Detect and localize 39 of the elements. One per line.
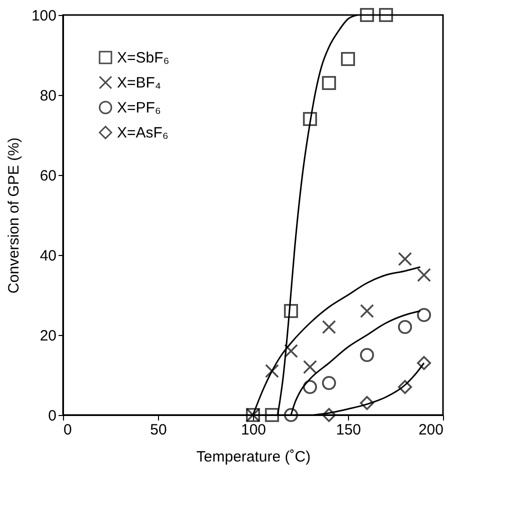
legend-label: X=SbF₆ xyxy=(117,50,170,66)
legend-label: X=PF₆ xyxy=(117,100,161,116)
point xyxy=(284,304,298,318)
y-tick-label: 100 xyxy=(31,8,56,24)
point xyxy=(340,52,356,66)
x-tick-label: 200 xyxy=(418,422,444,438)
point xyxy=(398,252,412,266)
point xyxy=(302,360,318,374)
point xyxy=(398,320,412,334)
x-tick-label: 150 xyxy=(336,422,362,438)
x-tick-label: 0 xyxy=(64,422,72,438)
y-tick-label: 20 xyxy=(40,328,56,344)
x-tick-label: 50 xyxy=(150,422,167,438)
legend-label: X=BF₄ xyxy=(117,74,162,92)
point xyxy=(264,408,280,422)
point xyxy=(360,396,374,410)
y-axis-title: Conversion of GPE (%) xyxy=(5,138,22,294)
legend-label: X=AsF₆ xyxy=(117,124,168,142)
point xyxy=(264,364,280,378)
point xyxy=(284,408,298,422)
point xyxy=(360,304,374,318)
x-tick-label: 100 xyxy=(240,422,266,438)
point xyxy=(322,76,336,90)
y-tick-label: 0 xyxy=(48,408,56,424)
point xyxy=(378,8,394,22)
point xyxy=(302,380,318,394)
point xyxy=(322,376,336,390)
x-axis-title: Temperature (˚C) xyxy=(196,448,311,466)
point xyxy=(322,320,336,334)
point xyxy=(398,380,412,394)
point xyxy=(284,344,298,358)
y-tick-label: 80 xyxy=(40,88,56,104)
point xyxy=(416,308,432,322)
point xyxy=(360,348,374,362)
y-tick-label: 60 xyxy=(40,168,56,184)
y-tick-label: 40 xyxy=(40,248,56,264)
point xyxy=(360,8,374,22)
point xyxy=(302,112,318,126)
point xyxy=(416,356,432,370)
